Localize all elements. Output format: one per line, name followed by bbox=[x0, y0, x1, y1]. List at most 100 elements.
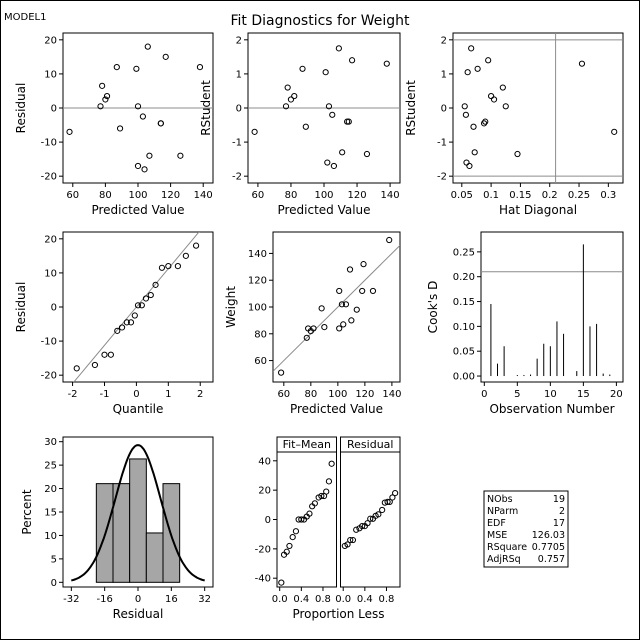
data-point bbox=[386, 236, 393, 244]
data-point bbox=[165, 262, 172, 270]
plot-rstudent-vs-pred: 60 80 100 120 140 -2 -1 0 1 2 Predicted Value RStud… bbox=[199, 32, 401, 217]
data-point bbox=[336, 325, 343, 332]
data-point bbox=[251, 128, 258, 135]
data-point bbox=[474, 65, 481, 72]
x-tick-label: 0.4 bbox=[357, 594, 373, 605]
x-tick-label: 10 bbox=[544, 389, 557, 400]
data-point bbox=[321, 323, 328, 331]
data-point bbox=[359, 287, 366, 295]
data-point bbox=[386, 498, 393, 505]
data-point bbox=[91, 361, 99, 369]
y-axis-label: RStudent bbox=[404, 80, 418, 136]
data-point bbox=[292, 528, 300, 535]
plot-resid-vs-pred: 60 80 100 120 140 -20 -10 0 10 20 Predicted Value R… bbox=[14, 32, 214, 217]
data-point bbox=[336, 287, 343, 295]
data-point bbox=[461, 103, 468, 110]
y-tick-label: 0 bbox=[51, 578, 57, 589]
stat-label: NParm bbox=[487, 506, 518, 517]
y-tick-label: 1 bbox=[441, 69, 447, 80]
x-tick-label: 2 bbox=[197, 389, 203, 400]
y-tick-label: -1 bbox=[232, 138, 242, 149]
data-point bbox=[324, 159, 331, 166]
data-point bbox=[134, 162, 142, 170]
y-axis-label: Residual bbox=[14, 282, 28, 333]
data-point bbox=[147, 291, 154, 299]
plot-cooks-d: 0 5 10 15 20 0.00 0.05 0.10 0.15 0.20 0.25 Observat… bbox=[426, 231, 624, 416]
stat-label: EDF bbox=[487, 518, 506, 529]
x-tick-label: 0 bbox=[135, 594, 141, 605]
plot-residual-histogram: -32 -16 0 16 32 0 5 10 15 20 25 30 Residual Percent bbox=[20, 436, 214, 621]
data-point bbox=[141, 166, 148, 173]
data-point bbox=[162, 53, 169, 60]
data-point bbox=[330, 162, 338, 170]
x-tick-label: 140 bbox=[381, 190, 400, 201]
y-axis-label: Weight bbox=[224, 286, 238, 328]
reference-lines bbox=[73, 232, 200, 382]
x-axis-label: Proportion Less bbox=[292, 607, 384, 621]
x-tick-label: 80 bbox=[285, 190, 298, 201]
x-tick-label: 0.15 bbox=[509, 190, 531, 201]
y-tick-label: -2 bbox=[437, 172, 447, 183]
data-point bbox=[345, 118, 352, 125]
y-tick-label: 20 bbox=[44, 484, 57, 495]
y-tick-label: 30 bbox=[44, 437, 57, 448]
data-point bbox=[142, 295, 150, 302]
y-axis-label: RStudent bbox=[199, 80, 213, 136]
data-point bbox=[103, 92, 111, 100]
y-tick-label: 20 bbox=[44, 234, 57, 245]
data-point bbox=[360, 261, 367, 268]
stat-label: RSquare bbox=[487, 542, 527, 553]
y-tick-label: -40 bbox=[255, 574, 271, 585]
data-point bbox=[392, 489, 399, 497]
data-point bbox=[347, 536, 354, 544]
data-point bbox=[339, 149, 346, 156]
data-point bbox=[329, 111, 336, 118]
data-point bbox=[375, 511, 382, 518]
y-tick-label: 0.10 bbox=[453, 322, 475, 333]
data-point bbox=[118, 324, 126, 331]
x-tick-label: 0.2 bbox=[542, 190, 558, 201]
data-point bbox=[348, 57, 356, 64]
data-point bbox=[342, 301, 350, 308]
y-tick-label: 60 bbox=[254, 356, 267, 367]
stat-value: 17 bbox=[553, 518, 565, 529]
x-tick-label: 140 bbox=[382, 389, 401, 400]
data-point bbox=[299, 65, 306, 72]
y-tick-label: 0.25 bbox=[453, 247, 475, 258]
y-tick-label: 10 bbox=[44, 69, 57, 80]
data-point bbox=[611, 128, 618, 135]
data-point bbox=[323, 488, 330, 495]
data-point bbox=[325, 103, 333, 110]
x-axis-label: Predicted Value bbox=[91, 203, 184, 217]
data-point bbox=[389, 494, 396, 501]
stat-label: MSE bbox=[487, 530, 507, 541]
page-title: Fit Diagnostics for Weight bbox=[230, 13, 410, 29]
data-point bbox=[335, 45, 342, 52]
data-point bbox=[289, 534, 296, 541]
data-point bbox=[346, 266, 354, 273]
data-point bbox=[578, 60, 586, 67]
y-tick-label: 0.20 bbox=[453, 272, 475, 283]
y-tick-label: 0.00 bbox=[453, 372, 475, 383]
data-point bbox=[482, 118, 489, 125]
y-tick-label: 25 bbox=[44, 461, 57, 472]
y-axis-label: Percent bbox=[20, 489, 34, 534]
x-tick-label: 60 bbox=[252, 190, 265, 201]
y-tick-label: -2 bbox=[232, 172, 242, 183]
y-tick-label: 10 bbox=[44, 268, 57, 279]
data-point bbox=[99, 82, 106, 89]
data-point bbox=[287, 96, 295, 103]
panel-title: Fit–Mean bbox=[283, 438, 331, 451]
data-point bbox=[514, 150, 521, 158]
data-point bbox=[466, 162, 473, 170]
data-point bbox=[363, 150, 371, 158]
data-point bbox=[196, 63, 204, 71]
data-point bbox=[131, 312, 138, 319]
data-point bbox=[282, 103, 290, 110]
x-tick-label: 120 bbox=[347, 190, 366, 201]
data-point bbox=[113, 63, 120, 71]
x-tick-label: 0.0 bbox=[272, 594, 288, 605]
data-point bbox=[192, 242, 200, 249]
histogram-bar bbox=[145, 532, 164, 583]
